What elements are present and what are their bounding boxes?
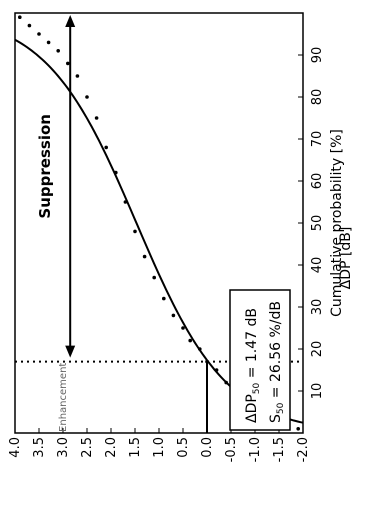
data-point: [37, 32, 41, 36]
data-point: [56, 48, 61, 53]
y-tick-label: 2.5: [80, 437, 95, 458]
data-point: [18, 15, 22, 19]
y-tick-label: -0.5: [224, 437, 239, 462]
data-point: [133, 229, 137, 234]
data-point: [75, 74, 80, 78]
suppression-arrow: [65, 15, 76, 358]
x-tick-label: 30: [310, 299, 325, 316]
y-tick-label: -1.5: [272, 437, 287, 462]
y-tick-label: 3.5: [32, 437, 47, 458]
x-tick-label: 60: [310, 173, 325, 190]
x-tick-label: 90: [310, 47, 325, 64]
data-point: [152, 275, 156, 280]
y-tick-label: 3.0: [56, 437, 71, 458]
data-point: [142, 254, 147, 259]
enhancement-label: Enhancement: [58, 363, 69, 432]
x-tick-label: 50: [310, 215, 325, 232]
stats-box: ΔDP50 = 1.47 dB S50 = 26.56 %/dB: [229, 289, 291, 431]
x-tick-label: 20: [310, 341, 325, 358]
x-tick-label: 70: [310, 131, 325, 148]
s50-text: S50 = 26.56 %/dB: [268, 301, 286, 423]
data-point: [188, 338, 192, 343]
data-point: [27, 23, 32, 28]
suppression-label: Suppression: [36, 114, 54, 219]
y-tick-label: 1.5: [128, 437, 143, 458]
y-axis-label: ΔDP [dB]: [338, 227, 354, 290]
y-tick-label: 0.0: [200, 437, 215, 458]
data-point: [181, 326, 185, 330]
data-point: [162, 296, 166, 301]
dp50-text: ΔDP50 = 1.47 dB: [244, 308, 262, 423]
data-point: [171, 313, 176, 318]
x-axis-label: Cumulative probability [%]: [329, 129, 345, 317]
y-tick-label: -1.0: [248, 437, 263, 462]
data-point: [46, 40, 51, 45]
data-point: [85, 95, 89, 99]
y-tick-label: 4.0: [8, 437, 23, 458]
y-tick-label: 2.0: [104, 437, 119, 458]
ticks: 10 20 30 40 50 60 70 80 90 -2.0 -1.5 -1.0 -0.5 0.0 0.5…: [8, 47, 325, 463]
x-tick-label: 80: [310, 89, 325, 106]
y-tick-label: 0.5: [176, 437, 191, 458]
x-tick-label: 40: [310, 257, 325, 274]
y-tick-label: 1.0: [152, 437, 167, 458]
data-point: [94, 116, 99, 120]
data-point: [66, 61, 70, 66]
data-point: [104, 145, 108, 150]
data-point: [296, 427, 301, 431]
x-tick-label: 10: [310, 383, 325, 400]
y-tick-label: -2.0: [296, 437, 311, 462]
